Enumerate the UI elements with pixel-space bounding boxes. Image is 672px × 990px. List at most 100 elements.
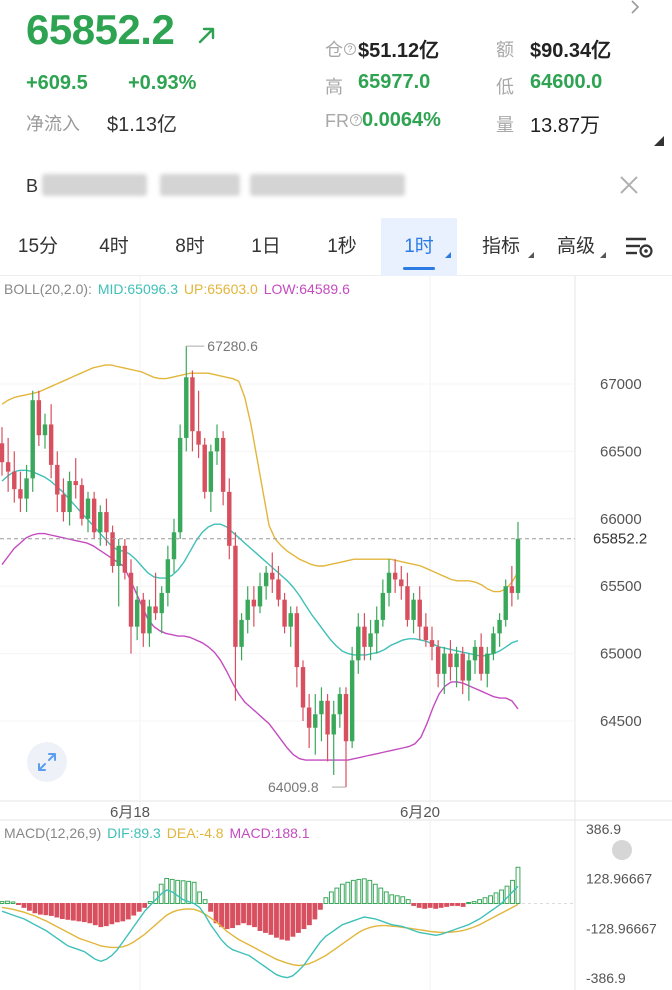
candle-body [429,640,435,647]
macd-histogram-bar [394,895,400,904]
macd-histogram-bar [493,892,499,905]
macd-y-tick-label: -128.96667 [586,920,657,936]
x-tick-label: 6月20 [400,804,440,821]
candle-body [239,619,244,647]
candle-body [257,586,263,607]
macd-histogram-bar [389,894,395,904]
settings-sliders-icon[interactable] [624,234,654,260]
price-chart[interactable]: 64500 65000 65500 66000 66500 67000 6月18 6月20 65… [0,276,672,990]
macd-legend[interactable]: MACD(12,26,9) DIF:89.3 DEA:-4.8 MACD:188… [4,825,312,841]
candle-body [442,653,447,674]
candle-body [184,377,189,438]
macd-histogram-bar [438,903,444,908]
tab-1h[interactable]: 1时 [381,218,457,276]
open-interest-label[interactable]: 仓? [325,36,356,62]
candle-body [485,653,490,674]
candle-body [153,606,158,614]
candle-body [374,619,379,634]
change-absolute: +609.5 [26,72,88,94]
macd-dea-value: DEA:-4.8 [166,825,224,841]
candle-body [79,485,85,519]
candle-body [472,646,478,661]
boll-legend[interactable]: BOLL(20,2.0): MID:65096.3 UP:65603.0 LOW… [4,281,352,297]
fullscreen-button[interactable] [27,742,67,782]
change-percent: +0.93% [128,72,197,94]
macd-histogram-bar [21,903,27,908]
tab-indicators[interactable]: 指标 [462,218,540,276]
candle-body [147,606,152,634]
candle-body [343,694,349,742]
macd-histogram-bar [279,903,285,940]
funding-rate-label[interactable]: FR? [325,111,362,132]
macd-histogram-bar [356,878,362,905]
macd-histogram-bar [98,903,104,928]
boll-mid-value: MID:65096.3 [97,281,178,297]
candle-body [24,478,29,499]
candle-body [0,443,5,463]
expand-corner-icon[interactable] [654,136,664,146]
close-icon[interactable] [618,174,640,196]
macd-histogram-bar [70,903,76,921]
macd-histogram-bar [372,883,378,905]
macd-histogram-bar [246,903,252,926]
candle-body [325,700,330,735]
candle-body [319,700,324,715]
macd-histogram-bar [103,903,109,927]
tab-8h[interactable]: 8时 [175,236,205,257]
macd-histogram-bar [76,903,82,922]
macd-histogram-bar [268,903,274,935]
expand-icon [38,753,56,771]
announcement-text: B [26,176,39,196]
volume-label: 量 [496,115,514,135]
candle-body [171,532,177,560]
tab-15m[interactable]: 15分 [17,236,59,257]
boll-name: BOLL(20,2.0): [4,281,92,297]
candlesticks [0,346,521,788]
high-label: 高 [325,77,343,97]
candle-body [515,538,521,593]
candle-body [141,599,146,634]
candle-body [42,424,48,436]
candle-body [61,494,66,513]
up-right-arrow-icon [198,27,215,44]
macd-histogram-bar [48,903,54,916]
macd-histogram-bar [455,903,461,906]
macd-histogram-bar [257,903,263,931]
candle-body [368,633,373,647]
candle-body [5,462,11,472]
help-icon[interactable]: ? [344,43,356,55]
candle-body [98,512,103,533]
macd-dea-line [1,903,519,967]
candle-body [411,599,416,620]
help-icon[interactable]: ? [350,114,362,126]
dropdown-triangle-icon [445,252,451,258]
macd-y-tick-label: -386.9 [586,970,626,986]
macd-histogram-bar [81,903,87,923]
macd-y-tick-label: 386.9 [586,821,621,837]
tab-1d[interactable]: 1日 [251,236,281,257]
macd-histogram-bar [323,897,329,905]
candle-body [159,592,164,614]
y-tick-label: 66000 [600,511,642,528]
tab-advanced[interactable]: 高级 [540,218,612,276]
candle-body [134,599,140,627]
chevron-right-icon[interactable] [628,0,642,14]
macd-histogram-bar [32,903,38,914]
blurred-text [250,174,405,196]
announcement-bar[interactable]: B [0,160,672,212]
tab-4h[interactable]: 4时 [99,236,129,257]
last-price: 65852.2 [26,6,175,53]
max-price-label: 67280.6 [207,338,258,354]
candle-body [122,545,128,573]
macd-macd-value: MACD:188.1 [229,825,310,841]
candle-body [214,437,220,452]
macd-histogram-bar [290,903,296,937]
scroll-handle[interactable] [612,840,632,860]
macd-histogram-bar [224,903,230,930]
y-tick-label: 67000 [600,376,642,393]
candle-body [30,400,35,479]
macd-histogram-bar [504,885,510,904]
net-inflow-label: 净流入 [26,114,80,134]
last-price-label: 65852.2 [593,531,647,548]
tab-1s[interactable]: 1秒 [327,236,357,257]
